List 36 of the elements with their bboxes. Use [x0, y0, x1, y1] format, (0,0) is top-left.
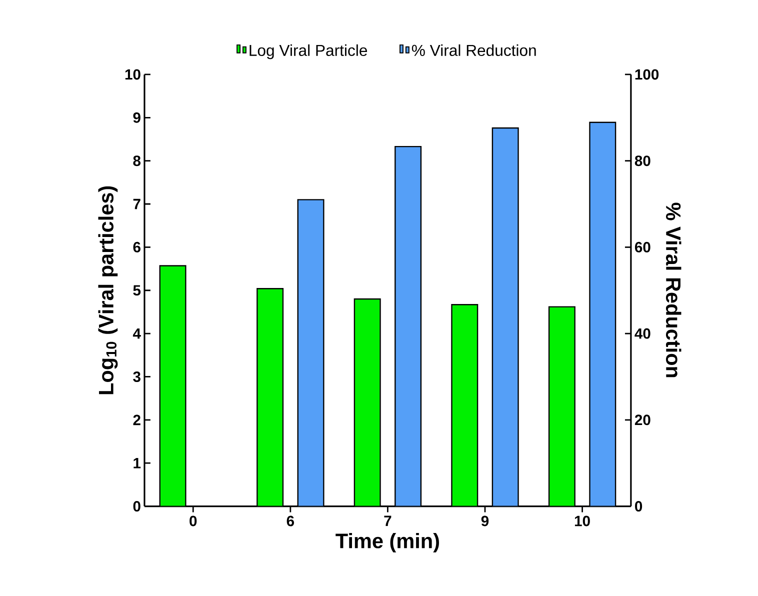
bar: [256, 288, 284, 506]
y-tick-label: 3: [133, 372, 140, 382]
bar: [548, 306, 576, 506]
legend-label: Log Viral Particle: [250, 44, 368, 60]
y-tick-label: 0: [133, 501, 140, 512]
bar: [394, 146, 422, 506]
y-tick-label: 9: [133, 112, 140, 124]
y-tick-label: 5: [133, 285, 141, 296]
y-axis-title: Log$_{10}$ (Viral particles): [98, 186, 118, 394]
y2-axis-title: % Viral Reduction: [666, 202, 682, 378]
y2-tick-label: 60: [634, 242, 650, 253]
x-tick-label: 7: [384, 516, 392, 526]
x-tick-label: 10: [574, 516, 590, 526]
x-tick-label: 6: [286, 516, 294, 526]
bar: [492, 128, 519, 506]
y2-tick-label: 0: [635, 501, 642, 512]
y2-tick-label: 40: [634, 328, 650, 339]
y-tick-label: 4: [132, 328, 141, 339]
y-tick-label: 7: [133, 199, 140, 210]
bar: [354, 298, 381, 506]
x-tick-label: 0: [190, 516, 197, 526]
legend-label: % Viral Reduction: [412, 44, 536, 56]
y-tick-label: 1: [134, 458, 141, 468]
y-tick-label: 8: [133, 156, 141, 166]
y-tick-label: 10: [125, 69, 140, 80]
y2-tick-label: 80: [634, 156, 650, 166]
bar: [297, 199, 324, 506]
y-tick-label: 6: [133, 242, 140, 253]
x-axis-title: Time (min): [336, 533, 439, 553]
bar: [159, 265, 186, 506]
y2-tick-label: 100: [635, 69, 659, 80]
bar: [589, 122, 616, 506]
x-tick-label: 9: [481, 516, 489, 526]
y2-tick-label: 20: [634, 414, 650, 426]
y-tick-label: 2: [133, 414, 140, 426]
bar: [451, 304, 478, 506]
